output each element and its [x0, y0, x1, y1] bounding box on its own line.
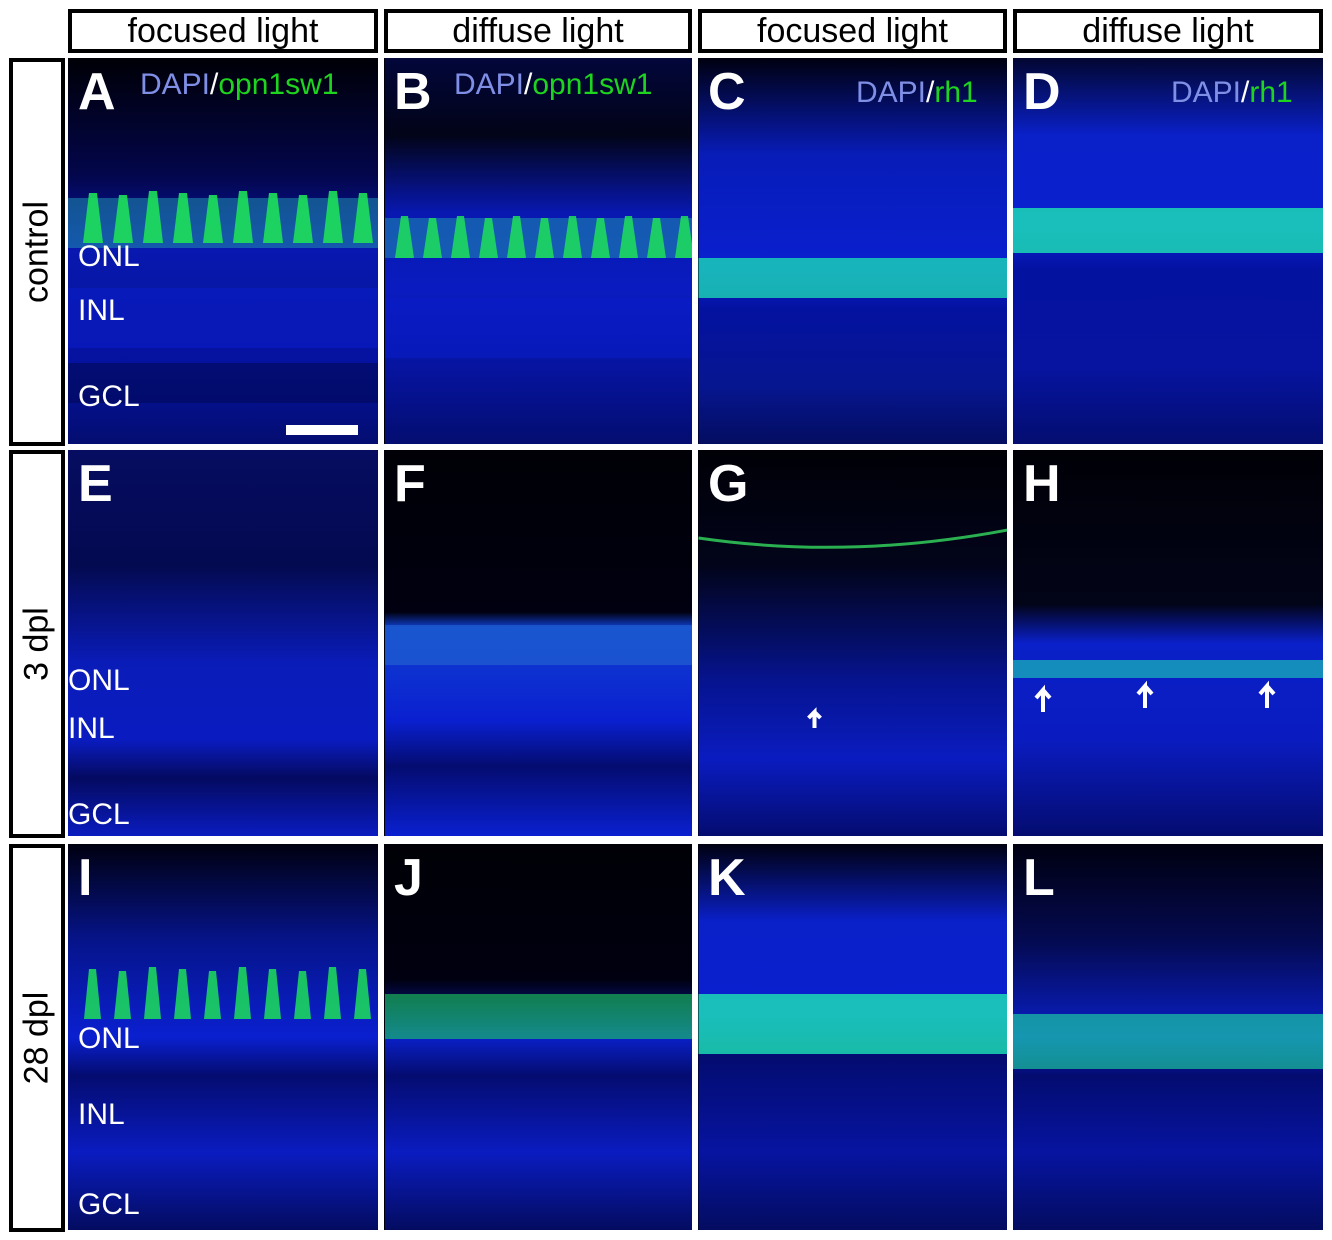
column-header-label: diffuse light [452, 12, 624, 50]
stain-separator: / [1241, 76, 1250, 109]
panel-letter: K [708, 849, 746, 907]
panel-k: K [698, 844, 1007, 1230]
micrograph-b [385, 58, 692, 444]
column-header-label: focused light [757, 12, 948, 50]
panel-f: F [384, 450, 692, 836]
row-header-label: 3 dpl [17, 607, 56, 681]
column-header-2: diffuse light [384, 9, 692, 53]
column-header-1: focused light [68, 9, 378, 53]
stain-marker: rh1 [934, 76, 978, 109]
row-header-28dpl: 28 dpl [9, 844, 65, 1232]
column-header-label: focused light [127, 12, 319, 50]
column-header-4: diffuse light [1013, 9, 1323, 53]
panel-letter: I [78, 849, 93, 907]
stain-label: DAPI/opn1sw1 [140, 70, 338, 100]
panel-letter: H [1023, 455, 1061, 513]
panel-j: J [384, 844, 692, 1230]
panel-letter: F [394, 455, 426, 513]
panel-letter: G [708, 455, 749, 513]
panel-letter: A [78, 63, 116, 121]
panel-letter: D [1023, 63, 1061, 121]
panel-b: B DAPI/opn1sw1 [384, 58, 692, 444]
micrograph-d [1013, 58, 1323, 444]
stain-separator: / [210, 68, 219, 101]
layer-label-gcl: GCL [78, 1188, 140, 1221]
stain-label: DAPI/rh1 [856, 78, 978, 108]
micrograph-i [68, 844, 378, 1230]
stain-label: DAPI/rh1 [1171, 78, 1293, 108]
panel-g: G [698, 450, 1007, 836]
layer-label-gcl: GCL [78, 380, 140, 413]
stain-dapi: DAPI [140, 68, 211, 101]
row-header-label: control [17, 200, 56, 304]
stain-dapi: DAPI [1171, 76, 1242, 109]
row-header-control: control [9, 58, 65, 446]
layer-label-inl: INL [78, 294, 125, 327]
layer-label-gcl: GCL [68, 798, 130, 831]
panel-e: E ONL INL GCL [68, 450, 378, 836]
panel-letter: C [708, 63, 746, 121]
panel-a: A DAPI/opn1sw1 ONL INL GCL [68, 58, 378, 444]
stain-separator: / [926, 76, 935, 109]
layer-label-inl: INL [68, 712, 115, 745]
micrograph-k [698, 844, 1007, 1230]
micrograph-j [385, 844, 692, 1230]
panel-letter: B [394, 63, 432, 121]
micrograph-g [698, 450, 1007, 836]
layer-label-onl: ONL [78, 240, 140, 273]
stain-label: DAPI/opn1sw1 [454, 70, 652, 100]
micrograph-f [385, 450, 692, 836]
stain-separator: / [524, 68, 533, 101]
stain-marker: rh1 [1249, 76, 1293, 109]
panel-l: L [1013, 844, 1323, 1230]
layer-label-onl: ONL [68, 664, 130, 697]
layer-label-onl: ONL [78, 1022, 140, 1055]
micrograph-a [68, 58, 378, 444]
layer-label-inl: INL [78, 1098, 125, 1131]
panel-letter: L [1023, 849, 1055, 907]
column-header-label: diffuse light [1082, 12, 1254, 50]
stain-dapi: DAPI [856, 76, 927, 109]
scale-bar [286, 425, 358, 435]
column-header-3: focused light [698, 9, 1007, 53]
micrograph-l [1013, 844, 1323, 1230]
micrograph-h [1013, 450, 1323, 836]
panel-d: D DAPI/rh1 [1013, 58, 1323, 444]
panel-c: C DAPI/rh1 [698, 58, 1007, 444]
micrograph-e [68, 450, 378, 836]
panel-i: I ONL INL GCL [68, 844, 378, 1230]
stain-dapi: DAPI [454, 68, 525, 101]
row-header-3dpl: 3 dpl [9, 450, 65, 838]
micrograph-c [698, 58, 1007, 444]
panel-letter: E [78, 455, 113, 513]
panel-letter: J [394, 849, 423, 907]
stain-marker: opn1sw1 [218, 68, 339, 101]
panel-h: H [1013, 450, 1323, 836]
row-header-label: 28 dpl [17, 991, 56, 1085]
stain-marker: opn1sw1 [532, 68, 653, 101]
